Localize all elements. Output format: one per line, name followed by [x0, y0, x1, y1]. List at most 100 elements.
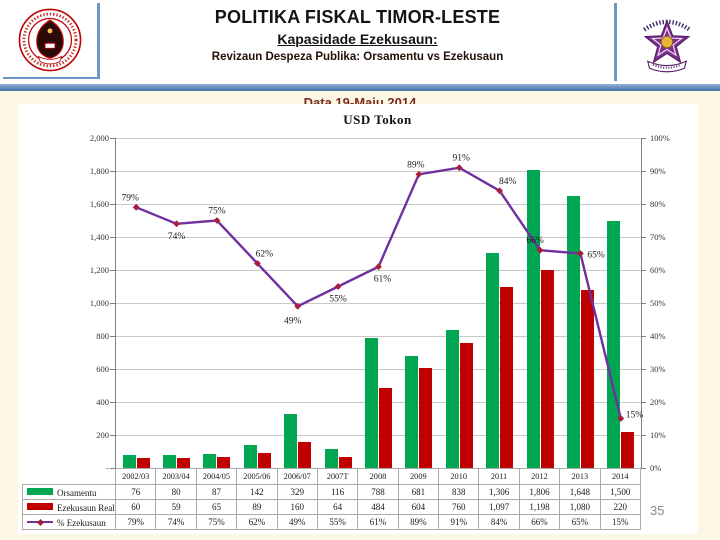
percent-data-label: 74% — [168, 232, 186, 242]
left-axis-tick — [110, 170, 115, 172]
left-axis-tick-label: 600 — [96, 364, 109, 374]
line-marker — [334, 283, 342, 290]
right-axis-tick — [641, 203, 646, 205]
left-axis-tick-label: 2,000 — [89, 133, 109, 143]
table-cell: 89 — [236, 499, 278, 515]
left-axis-tick — [110, 368, 115, 370]
chart-data-table: 2002/03 2003/04 2004/05 2005/06 2006/07 2007T… — [22, 468, 641, 530]
slide-subheading: Revizaun Despeza Publika: Orsamentu vs E… — [211, 51, 504, 63]
orsamentu-bar — [324, 448, 338, 468]
orsamentu-bar — [445, 329, 459, 468]
line-marker — [536, 246, 544, 254]
right-axis-tick — [641, 434, 646, 436]
table-cell: 87 — [195, 484, 238, 500]
percent-data-label: 49% — [284, 316, 302, 326]
left-axis-tick — [110, 401, 115, 403]
year-column-header: 2010 — [437, 468, 480, 485]
line-marker-diamond-icon — [36, 518, 45, 527]
table-cell: 838 — [437, 484, 480, 500]
slide-title: POLITIKA FISKAL TIMOR-LESTE — [214, 7, 501, 27]
legend-label: % Ezekusaun — [57, 517, 106, 528]
year-column-header: 2006/07 — [276, 468, 318, 485]
percent-data-label: 75% — [208, 207, 226, 217]
line-marker — [617, 415, 625, 422]
right-axis-tick — [641, 302, 646, 304]
ezekusaun-real-bar — [257, 453, 271, 468]
right-axis-tick — [641, 467, 646, 469]
seal-icon — [18, 8, 82, 72]
orsamentu-bar — [243, 444, 257, 468]
purple-line-marker-legend-swatch-icon — [27, 518, 53, 527]
left-axis-tick — [110, 434, 115, 436]
table-cell: 79% — [114, 514, 157, 530]
percent-ezekusaun-line: 79% 74% 75% 62% 49% 55% 61% 89% 91% 84% 66% 65% 15% — [121, 154, 643, 422]
ezekusaun-real-bar — [459, 342, 473, 468]
year-column-header: 2013 — [559, 468, 601, 485]
star-emblem-icon — [643, 19, 691, 73]
left-axis-tick — [110, 302, 115, 304]
year-column-header: 2011 — [478, 468, 520, 485]
year-column-header: 2009 — [397, 468, 440, 485]
right-axis-tick — [641, 236, 646, 238]
orsamentu-bar — [203, 453, 217, 468]
grid-line — [116, 137, 641, 139]
page-number: 35 — [650, 503, 665, 518]
percent-data-label: 55% — [329, 295, 347, 305]
orsamentu-bar — [284, 413, 298, 468]
ezekusaun-real-bar — [298, 441, 312, 468]
table-cell: 329 — [276, 484, 318, 500]
table-cell: 55% — [316, 514, 359, 530]
table-cell: 80 — [155, 484, 197, 500]
grid-line — [116, 236, 641, 238]
year-column-header: 2002/03 — [114, 468, 157, 485]
table-row: % Ezekusaun 79% 74% 75% 62% 49% 55% 61% 89% 91% 84… — [22, 514, 641, 530]
table-cell: 84% — [478, 514, 520, 530]
combo-chart-plot-area: - 0% 200 10% 400 20% 600 30% 800 40% 1,000 50% 1,200… — [90, 133, 670, 473]
table-cell: 484 — [357, 499, 399, 515]
red-bar-legend-swatch-icon — [27, 503, 53, 511]
left-axis-tick-label: 1,000 — [89, 298, 109, 308]
year-column-header: 2004/05 — [195, 468, 238, 485]
ezekusaun-real-bar — [540, 270, 554, 468]
slide-header: POLITIKA FISKAL TIMOR-LESTE Kapasidade E… — [0, 0, 720, 84]
right-axis-tick — [641, 170, 646, 172]
ezekusaun-real-bar — [217, 457, 231, 468]
year-column-header: 2003/04 — [155, 468, 197, 485]
table-cell: 220 — [599, 499, 641, 515]
right-axis-tick-label: 90% — [650, 166, 666, 176]
line-marker — [577, 250, 584, 257]
left-axis-tick — [110, 203, 115, 205]
right-axis-tick — [641, 368, 646, 370]
year-column-header: 2012 — [518, 468, 561, 485]
percent-data-label: 89% — [407, 160, 425, 170]
line-marker — [455, 164, 463, 172]
right-axis-tick-label: 20% — [650, 397, 666, 407]
table-cell: 91% — [437, 514, 480, 530]
orsamentu-bar — [122, 455, 136, 468]
right-axis-tick-label: 30% — [650, 364, 666, 374]
table-cell: 1,500 — [599, 484, 641, 500]
table-cell: 59 — [155, 499, 197, 515]
table-cell: 604 — [397, 499, 440, 515]
percent-data-label: 84% — [499, 177, 516, 187]
percent-data-label: 61% — [374, 275, 392, 285]
table-cell: 65% — [559, 514, 601, 530]
left-axis-tick — [110, 269, 115, 271]
line-marker — [173, 220, 180, 228]
right-axis-tick-label: 80% — [650, 199, 666, 209]
orsamentu-bar — [486, 252, 500, 468]
left-axis-tick-label: 1,800 — [89, 166, 109, 176]
line-marker — [294, 302, 302, 310]
legend-label: Orsamentu — [57, 487, 97, 498]
year-column-header: 2007T — [316, 468, 359, 485]
table-cell: 760 — [437, 499, 480, 515]
table-cell: 76 — [114, 484, 157, 500]
orsamentu-bar — [405, 355, 419, 468]
legend-cell: % Ezekusaun — [22, 514, 116, 530]
table-cell: 788 — [357, 484, 399, 500]
ezekusaun-real-bar — [500, 286, 514, 468]
table-cell: 66% — [518, 514, 561, 530]
table-cell: 142 — [236, 484, 278, 500]
ezekusaun-real-bar — [136, 458, 150, 468]
